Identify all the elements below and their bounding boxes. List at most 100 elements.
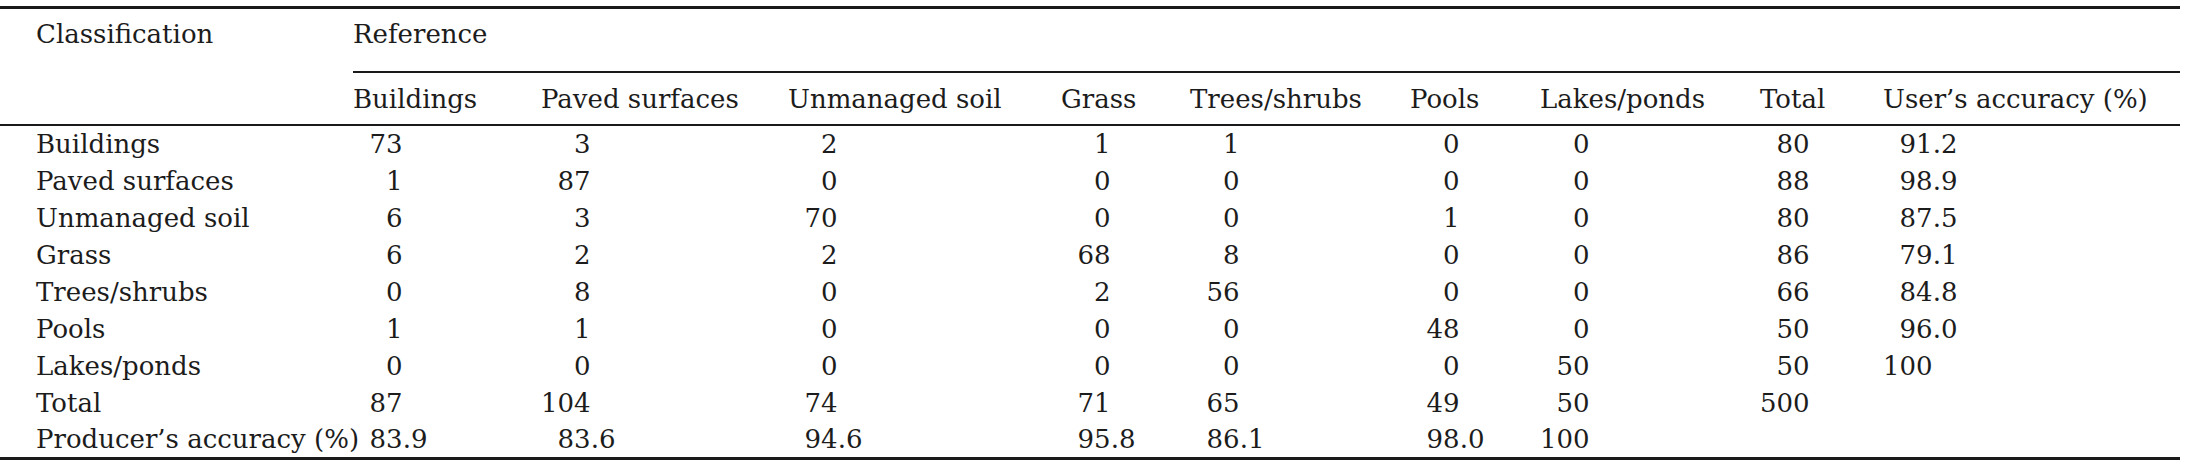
table-cell: 88 [1760, 162, 1883, 199]
table-cell: 1 [1061, 125, 1190, 162]
column-header-lakes-ponds: Lakes/ponds [1540, 72, 1760, 125]
table-cell: 8 [541, 273, 788, 310]
table-cell: 84.8 [1883, 273, 2180, 310]
table-cell: 0 [1540, 310, 1760, 347]
table-cell: 3 [541, 125, 788, 162]
table-cell: 0 [1410, 125, 1540, 162]
table-cell: 0 [788, 162, 1061, 199]
column-header-grass: Grass [1061, 72, 1190, 125]
table-cell: 2 [541, 236, 788, 273]
table-row-pools: Pools 1 1 0 0 0 48 0 50 96.0 [0, 310, 2180, 347]
column-header-users-accuracy: User’s accuracy (%) [1883, 72, 2180, 125]
table-cell: 0 [1190, 347, 1410, 384]
table-cell: 1 [1190, 125, 1410, 162]
table-cell [1760, 421, 1883, 458]
table-cell: 0 [1190, 162, 1410, 199]
paper-table-figure: Classification Reference Buildings Paved… [0, 0, 2189, 463]
column-header-unmanaged-soil: Unmanaged soil [788, 72, 1061, 125]
table-cell: 0 [1190, 310, 1410, 347]
table-cell: 80 [1760, 199, 1883, 236]
table-cell: 3 [541, 199, 788, 236]
table-cell: 0 [1410, 273, 1540, 310]
table-cell: 50 [1540, 384, 1760, 421]
table-cell: 68 [1061, 236, 1190, 273]
table-cell: 70 [788, 199, 1061, 236]
table-cell: 1 [1410, 199, 1540, 236]
group-header-row: Classification Reference [0, 8, 2180, 73]
table-cell: 0 [353, 273, 541, 310]
table-cell [1883, 421, 2180, 458]
row-label: Producer’s accuracy (%) [0, 421, 353, 458]
table-row-paved-surfaces: Paved surfaces 1 87 0 0 0 0 0 88 98.9 [0, 162, 2180, 199]
table-cell: 0 [541, 347, 788, 384]
table-cell: 94.6 [788, 421, 1061, 458]
table-cell: 0 [353, 347, 541, 384]
table-cell: 8 [1190, 236, 1410, 273]
table-cell: 87 [541, 162, 788, 199]
group-header-reference: Reference [353, 8, 2180, 73]
table-cell: 0 [1540, 125, 1760, 162]
table-row-buildings: Buildings 73 3 2 1 1 0 0 80 91.2 [0, 125, 2180, 162]
table-row-producers-accuracy: Producer’s accuracy (%) 83.9 83.6 94.6 9… [0, 421, 2180, 458]
table-cell: 1 [353, 310, 541, 347]
table-cell: 0 [788, 347, 1061, 384]
table-cell: 86 [1760, 236, 1883, 273]
table-cell: 2 [1061, 273, 1190, 310]
table-cell: 65 [1190, 384, 1410, 421]
table-row-trees-shrubs: Trees/shrubs 0 8 0 2 56 0 0 66 84.8 [0, 273, 2180, 310]
table-cell: 100 [1540, 421, 1760, 458]
table-cell: 74 [788, 384, 1061, 421]
table-cell: 0 [1540, 273, 1760, 310]
table-cell: 100 [1883, 347, 2180, 384]
table-cell: 49 [1410, 384, 1540, 421]
row-label: Unmanaged soil [0, 199, 353, 236]
table-cell: 1 [353, 162, 541, 199]
column-header-buildings: Buildings [353, 72, 541, 125]
row-label: Total [0, 384, 353, 421]
table-cell: 50 [1760, 310, 1883, 347]
table-cell: 79.1 [1883, 236, 2180, 273]
table-cell: 0 [1061, 310, 1190, 347]
table-row-unmanaged-soil: Unmanaged soil 6 3 70 0 0 1 0 80 87.5 [0, 199, 2180, 236]
table-cell: 2 [788, 236, 1061, 273]
corner-header-classification: Classification [0, 8, 353, 126]
table-cell [1883, 384, 2180, 421]
row-label: Pools [0, 310, 353, 347]
table-cell: 87.5 [1883, 199, 2180, 236]
column-header-total: Total [1760, 72, 1883, 125]
table-cell: 83.6 [541, 421, 788, 458]
row-label: Lakes/ponds [0, 347, 353, 384]
table-row-grass: Grass 6 2 2 68 8 0 0 86 79.1 [0, 236, 2180, 273]
table-cell: 50 [1540, 347, 1760, 384]
column-header-paved-surfaces: Paved surfaces [541, 72, 788, 125]
table-cell: 0 [1540, 162, 1760, 199]
confusion-matrix-table: Classification Reference Buildings Paved… [0, 6, 2180, 460]
table-cell: 80 [1760, 125, 1883, 162]
table-cell: 500 [1760, 384, 1883, 421]
table-cell: 0 [1540, 199, 1760, 236]
table-cell: 0 [1410, 162, 1540, 199]
row-label: Paved surfaces [0, 162, 353, 199]
table-cell: 2 [788, 125, 1061, 162]
table-cell: 98.0 [1410, 421, 1540, 458]
table-cell: 0 [1061, 199, 1190, 236]
table-cell: 56 [1190, 273, 1410, 310]
table-cell: 0 [1061, 347, 1190, 384]
table-cell: 104 [541, 384, 788, 421]
table-cell: 91.2 [1883, 125, 2180, 162]
table-cell: 0 [1540, 236, 1760, 273]
table-cell: 6 [353, 236, 541, 273]
table-cell: 87 [353, 384, 541, 421]
table-cell: 0 [1410, 347, 1540, 384]
table-cell: 6 [353, 199, 541, 236]
column-header-pools: Pools [1410, 72, 1540, 125]
row-label: Trees/shrubs [0, 273, 353, 310]
table-cell: 0 [788, 310, 1061, 347]
column-header-trees-shrubs: Trees/shrubs [1190, 72, 1410, 125]
table-row-lakes-ponds: Lakes/ponds 0 0 0 0 0 0 50 50 100 [0, 347, 2180, 384]
table-cell: 98.9 [1883, 162, 2180, 199]
table-cell: 86.1 [1190, 421, 1410, 458]
table-cell: 95.8 [1061, 421, 1190, 458]
table-row-total: Total 87 104 74 71 65 49 50 500 [0, 384, 2180, 421]
table-cell: 66 [1760, 273, 1883, 310]
